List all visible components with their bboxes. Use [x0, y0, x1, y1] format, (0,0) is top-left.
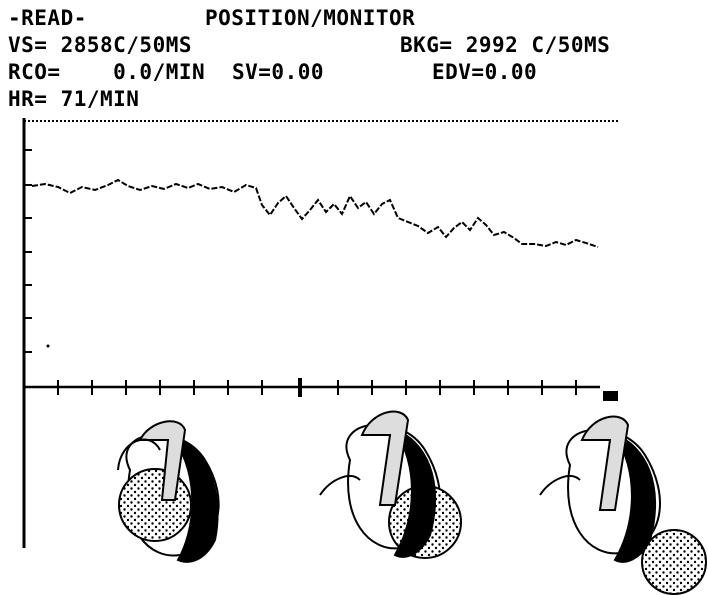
stray-dot — [46, 344, 50, 348]
y-axis-ticks — [24, 149, 32, 353]
hr-reading: HR= 71/MIN — [8, 87, 140, 111]
heart-diagram-1 — [117, 420, 220, 563]
rco-reading: RCO= 0.0/MIN — [8, 60, 206, 84]
screen-title: POSITION/MONITOR — [205, 6, 416, 30]
vs-reading: VS= 2858C/50MS — [8, 33, 193, 57]
heart-diagram-2 — [319, 410, 462, 559]
mode-label: -READ- — [8, 6, 87, 30]
sv-reading: SV=0.00 — [232, 60, 325, 84]
edv-reading: EDV=0.00 — [432, 60, 538, 84]
heart-diagram-3 — [539, 415, 707, 595]
x-axis-ticks — [57, 378, 577, 397]
end-marker — [603, 391, 618, 401]
activity-trace — [31, 178, 599, 248]
bkg-reading: BKG= 2992 C/50MS — [400, 33, 611, 57]
